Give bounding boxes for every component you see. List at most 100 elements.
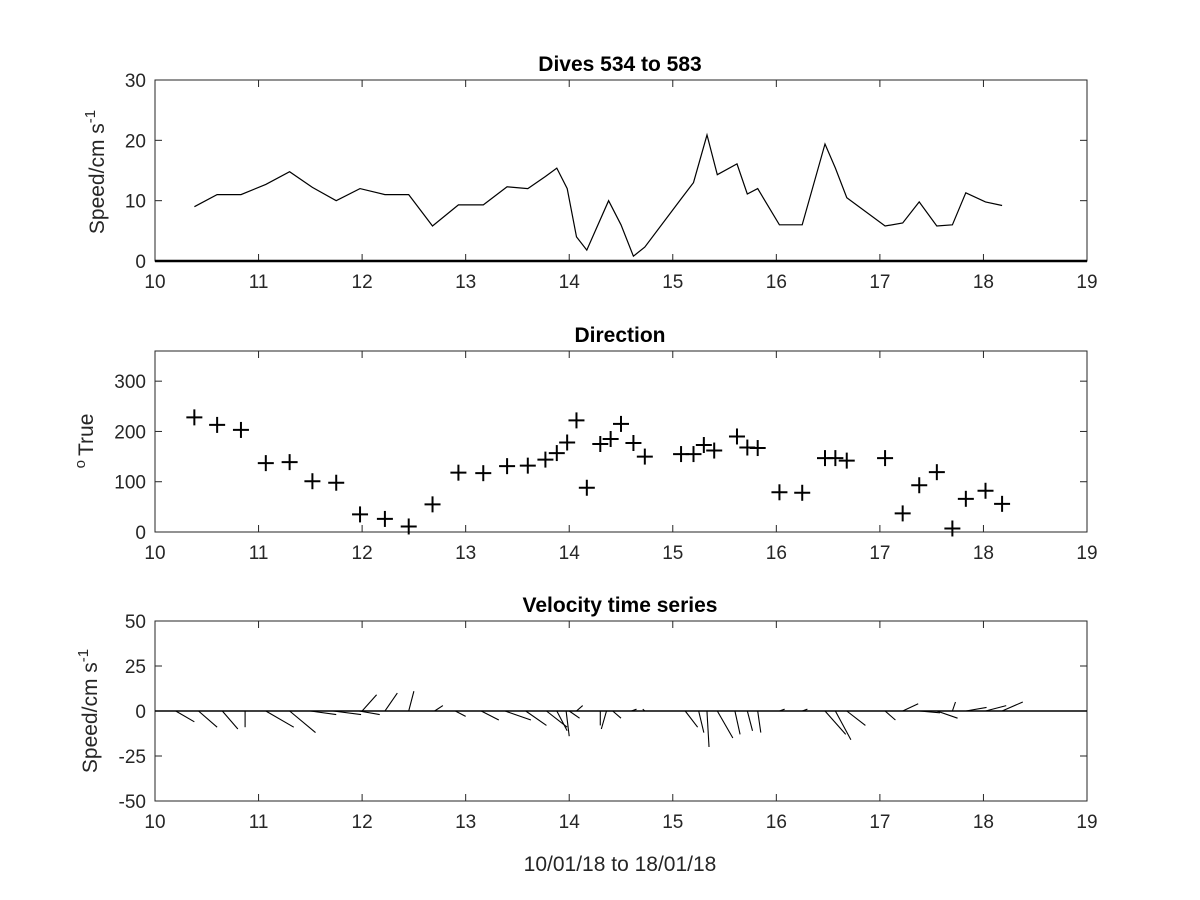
velocity-stick [834, 710, 852, 741]
x-tick-label: 19 [1076, 543, 1097, 564]
speed-series-line [194, 132, 1003, 258]
direction-point [424, 496, 441, 513]
velocity-stick [525, 710, 547, 726]
x-tick-label: 11 [249, 272, 269, 293]
velocity-panel-ylabel-text: Speed/cm s [79, 662, 102, 773]
velocity-stick [936, 710, 958, 719]
plot-frame [154, 79, 1088, 262]
direction-point [548, 445, 565, 462]
velocity-stick [716, 710, 734, 739]
speed-panel-marks [155, 132, 1087, 263]
y-tick-label: 0 [135, 702, 146, 723]
x-tick-label: 13 [455, 272, 476, 293]
velocity-panel: Velocity time series Speed/cm s-1 10/01/… [75, 594, 1098, 876]
x-tick-label: 17 [869, 272, 890, 293]
y-tick-label: -50 [119, 792, 146, 813]
velocity-stick [568, 710, 580, 719]
direction-point [209, 416, 226, 433]
velocity-stick [746, 710, 754, 731]
velocity-stick [175, 710, 195, 723]
direction-point [944, 520, 961, 537]
velocity-stick [631, 708, 637, 712]
velocity-panel-axes: 10 11 12 13 14 15 16 17 18 19 -50 -25 0 25 50 [119, 612, 1098, 833]
direction-point [706, 442, 723, 459]
direction-panel-ylabel-sup: o [72, 460, 89, 468]
direction-point [695, 437, 712, 454]
velocity-stick [684, 710, 699, 728]
x-tick-label: 15 [662, 272, 683, 293]
direction-point [186, 409, 203, 426]
y-tick-label: 25 [125, 657, 146, 678]
velocity-stick [779, 708, 785, 712]
velocity-stick [384, 692, 398, 712]
velocity-stick [951, 701, 957, 712]
direction-point [475, 465, 492, 482]
direction-point [625, 435, 642, 452]
y-tick-label: 200 [114, 422, 146, 443]
velocity-stick [1001, 701, 1024, 712]
x-tick-label: 15 [662, 543, 683, 564]
x-tick-label: 18 [973, 543, 994, 564]
x-tick-label: 13 [455, 543, 476, 564]
y-tick-label: 100 [114, 473, 146, 494]
direction-point [877, 450, 894, 467]
direction-point [827, 450, 844, 467]
x-tick-label: 18 [973, 272, 994, 293]
velocity-stick [198, 710, 218, 728]
x-tick-label: 17 [869, 543, 890, 564]
velocity-stick [824, 710, 847, 735]
velocity-stick [576, 705, 584, 712]
direction-point [957, 490, 974, 507]
velocity-panel-xlabel: 10/01/18 to 18/01/18 [524, 853, 717, 876]
direction-point [894, 505, 911, 522]
x-tick-label: 11 [249, 543, 269, 564]
x-tick-label: 18 [973, 812, 994, 833]
velocity-stick [408, 691, 415, 712]
velocity-stick [221, 710, 239, 730]
speed-panel-ylabel-sup: -1 [82, 110, 99, 123]
velocity-stick [642, 708, 646, 712]
direction-point [685, 446, 702, 463]
direction-point [450, 464, 467, 481]
direction-point [928, 464, 945, 481]
velocity-stick [600, 710, 608, 730]
x-tick-label: 16 [766, 272, 787, 293]
y-tick-label: 0 [135, 252, 146, 273]
direction-point [519, 457, 536, 474]
x-tick-label: 10 [144, 272, 165, 293]
y-tick-label: 20 [125, 131, 146, 152]
y-tick-label: 10 [125, 192, 146, 213]
x-tick-label: 12 [352, 812, 373, 833]
x-tick-label: 17 [869, 812, 890, 833]
velocity-stick [919, 710, 940, 714]
velocity-stick [985, 705, 1007, 712]
velocity-stick [265, 710, 295, 728]
direction-point [537, 451, 554, 468]
velocity-panel-ylabel-sup: -1 [75, 649, 92, 662]
direction-point [977, 482, 994, 499]
x-tick-label: 12 [352, 272, 373, 293]
direction-point [376, 510, 393, 527]
x-tick-label: 19 [1076, 272, 1097, 293]
velocity-stick [902, 703, 919, 712]
svg-text:Speed/cm s-1: Speed/cm s-1 [82, 110, 109, 234]
direction-point [304, 473, 321, 490]
velocity-stick [884, 710, 896, 721]
velocity-stick [310, 710, 337, 716]
x-tick-label: 11 [249, 812, 269, 833]
direction-point [578, 479, 595, 496]
direction-point [281, 454, 298, 471]
direction-panel-ylabel: o True [72, 414, 98, 469]
y-tick-label: 300 [114, 372, 146, 393]
x-tick-label: 16 [766, 812, 787, 833]
velocity-stick [698, 710, 705, 733]
direction-point [728, 428, 745, 445]
direction-panel-axes: 10 11 12 13 14 15 16 17 18 19 0 100 200 300 [114, 350, 1098, 564]
velocity-stick [480, 710, 500, 721]
velocity-stick [361, 694, 378, 712]
velocity-stick [434, 705, 444, 712]
speed-panel: Dives 534 to 583 Speed/cm s-1 10 11 12 13 14… [82, 53, 1098, 293]
direction-point [499, 458, 516, 475]
